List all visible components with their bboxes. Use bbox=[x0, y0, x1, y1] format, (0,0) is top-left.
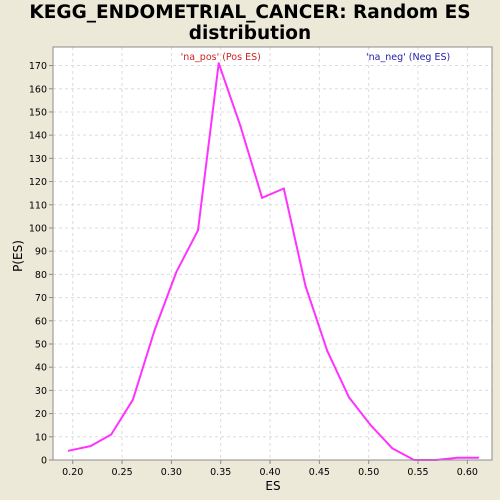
y-tick-label: 130 bbox=[29, 154, 47, 165]
series-point bbox=[326, 349, 329, 352]
y-tick-label: 160 bbox=[29, 84, 47, 95]
series-point bbox=[89, 445, 92, 448]
y-tick-label: 70 bbox=[35, 293, 47, 304]
series-point bbox=[304, 284, 307, 287]
chart-title-line-2: distribution bbox=[188, 23, 312, 44]
series-point bbox=[110, 433, 113, 436]
series-point bbox=[282, 187, 285, 190]
x-tick-label: 0.60 bbox=[457, 467, 478, 478]
x-tick-label: 0.35 bbox=[210, 467, 231, 478]
y-tick-label: 30 bbox=[35, 386, 47, 397]
chart-title: KEGG_ENDOMETRIAL_CANCER: Random ES distr… bbox=[0, 2, 500, 44]
series-point bbox=[261, 196, 264, 199]
x-tick-label: 0.55 bbox=[407, 467, 428, 478]
y-tick-label: 40 bbox=[35, 363, 47, 374]
series-point bbox=[131, 398, 134, 401]
series-point bbox=[477, 456, 480, 459]
axis-ticks: 0 10 20 30 40 50 60 70 80 90 100 110 120 130 140 150 160… bbox=[29, 61, 478, 478]
x-tick-label: 0.45 bbox=[309, 467, 330, 478]
x-axis-label: ES bbox=[265, 479, 280, 493]
y-tick-label: 10 bbox=[35, 432, 47, 443]
grid bbox=[53, 47, 492, 461]
y-tick-label: 140 bbox=[29, 131, 47, 142]
y-tick-label: 90 bbox=[35, 247, 47, 258]
y-tick-label: 20 bbox=[35, 409, 47, 420]
series-point bbox=[175, 271, 178, 274]
y-tick-label: 100 bbox=[29, 223, 47, 234]
x-tick-label: 0.25 bbox=[111, 467, 132, 478]
series-line bbox=[68, 62, 479, 461]
series-point bbox=[197, 229, 200, 232]
y-tick-label: 50 bbox=[35, 339, 47, 350]
x-tick-label: 0.20 bbox=[62, 467, 83, 478]
series-point bbox=[239, 124, 242, 127]
series-point bbox=[153, 329, 156, 332]
y-tick-label: 170 bbox=[29, 61, 47, 72]
y-tick-label: 60 bbox=[35, 316, 47, 327]
x-tick-label: 0.40 bbox=[259, 467, 280, 478]
chart-title-line-1: KEGG_ENDOMETRIAL_CANCER: Random ES bbox=[29, 2, 471, 23]
y-tick-label: 80 bbox=[35, 270, 47, 281]
x-tick-label: 0.50 bbox=[358, 467, 379, 478]
series-point bbox=[391, 447, 394, 450]
series-point bbox=[369, 424, 372, 427]
y-tick-label: 110 bbox=[29, 200, 47, 211]
y-axis-label: P(ES) bbox=[11, 240, 25, 272]
series-point bbox=[347, 396, 350, 399]
series-point bbox=[456, 456, 459, 459]
x-tick-label: 0.30 bbox=[161, 467, 182, 478]
legend-neg: 'na_neg' (Neg ES) bbox=[366, 52, 450, 63]
y-tick-label: 150 bbox=[29, 107, 47, 118]
legend-pos: 'na_pos' (Pos ES) bbox=[181, 52, 261, 63]
plot-frame bbox=[52, 46, 493, 461]
y-tick-label: 120 bbox=[29, 177, 47, 188]
series-point bbox=[67, 449, 70, 452]
plot-area bbox=[53, 47, 492, 460]
y-tick-label: 0 bbox=[41, 456, 47, 467]
series-point bbox=[217, 62, 220, 65]
